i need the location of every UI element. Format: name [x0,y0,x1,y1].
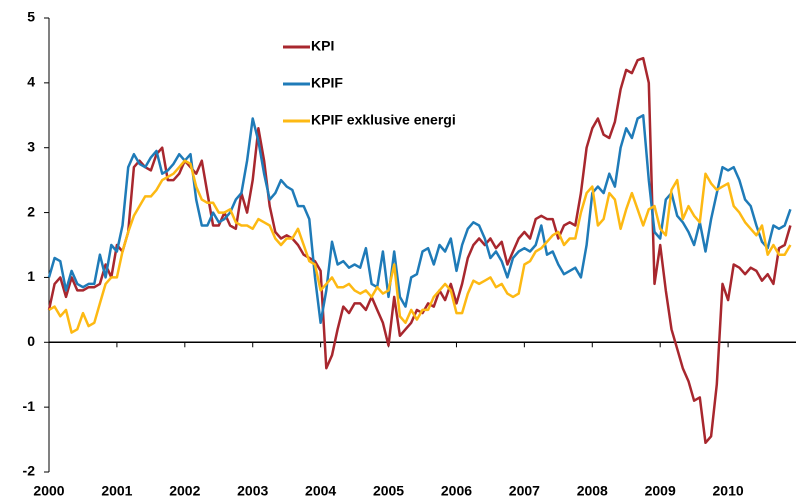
series-line [47,114,792,325]
series-line [47,56,792,445]
x-tick-label: 2004 [305,483,336,499]
y-tick-label: 3 [27,138,35,154]
x-tick-label: 2002 [169,483,200,499]
x-tick-label: 2005 [373,483,404,499]
x-tick-label: 2003 [237,483,268,499]
x-tick-label: 2010 [713,483,744,499]
legend-label: KPI [311,38,334,54]
y-tick-label: 1 [27,268,35,284]
x-tick-label: 2007 [509,483,540,499]
y-tick-label: -2 [23,463,36,479]
y-tick-label: 5 [27,9,35,25]
x-tick-label: 2001 [101,483,132,499]
legend-label: KPIF [311,75,343,91]
y-tick-label: 2 [27,203,35,219]
x-tick-label: 2009 [645,483,676,499]
y-tick-label: -1 [23,398,36,414]
y-tick-label: 4 [27,74,35,90]
x-tick-label: 2006 [441,483,472,499]
legend-label: KPIF exklusive energi [311,112,456,128]
series-line [48,159,792,334]
y-tick-label: 0 [27,333,35,349]
x-tick-label: 2000 [33,483,64,499]
x-tick-label: 2008 [577,483,608,499]
